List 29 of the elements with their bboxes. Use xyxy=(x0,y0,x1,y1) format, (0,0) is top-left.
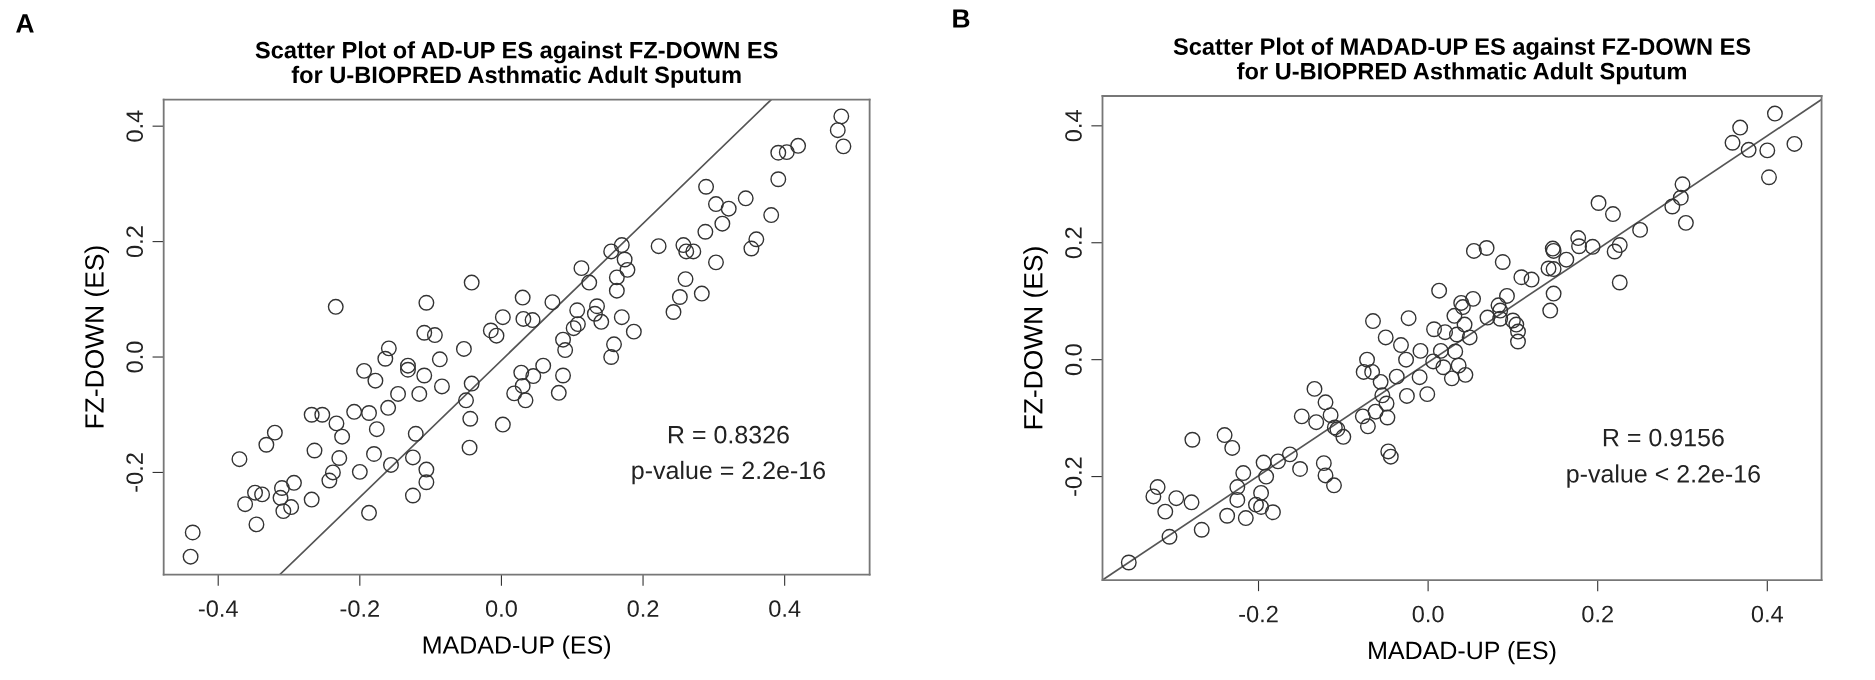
x-tick-label: -0.2 xyxy=(1239,605,1278,623)
annotation: p-value < 2.2e-16 xyxy=(1567,464,1760,488)
annotation: p-value = 2.2e-16 xyxy=(632,460,825,485)
x-tick-label: 0.2 xyxy=(1582,605,1613,623)
annotation: R = 0.9156 xyxy=(1603,428,1724,447)
annotation: R = 0.8326 xyxy=(668,425,789,444)
y-axis-title: FZ-DOWN (ES) xyxy=(1023,247,1048,429)
y-tick-label: 0.0 xyxy=(126,341,144,373)
x-axis-title: MADAD-UP (ES) xyxy=(423,635,611,659)
y-tick-label: -0.2 xyxy=(126,453,144,492)
y-tick-label: 0.2 xyxy=(1065,227,1082,259)
x-tick-label: 0.4 xyxy=(1751,605,1784,623)
y-tick-label: 0.0 xyxy=(1065,344,1082,376)
y-tick-label: -0.2 xyxy=(1065,457,1082,496)
x-tick-label: 0.4 xyxy=(769,600,801,617)
text: A xyxy=(16,14,34,33)
x-tick-label: -0.4 xyxy=(198,600,238,617)
y-tick-label: 0.4 xyxy=(1065,110,1082,142)
y-tick-label: 0.4 xyxy=(126,110,144,142)
text: B xyxy=(953,9,970,28)
x-axis-title: MADAD-UP (ES) xyxy=(1369,640,1556,665)
chart-title: Scatter Plot of MADAD-UP ES against FZ-DOWN ES for U-BIOPRED Asthmatic Adult Sputum xyxy=(1173,37,1751,85)
x-tick-label: -0.2 xyxy=(340,600,379,617)
chart-title: Scatter Plot of AD-UP ES against FZ-DOWN ES for U-BIOPRED Asthmatic Adult Sputum xyxy=(255,41,778,88)
x-tick-label: 0.0 xyxy=(485,600,517,617)
x-tick-label: 0.2 xyxy=(627,600,659,617)
y-tick-label: 0.2 xyxy=(126,226,144,258)
x-tick-label: 0.0 xyxy=(1412,605,1444,623)
y-axis-title: FZ-DOWN (ES) xyxy=(84,246,110,428)
